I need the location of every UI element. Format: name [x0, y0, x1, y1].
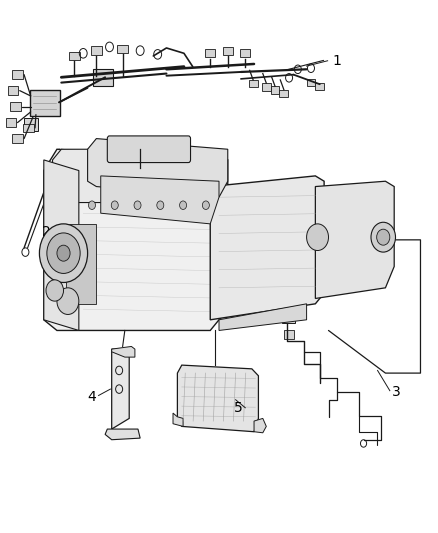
Polygon shape	[105, 429, 140, 440]
Polygon shape	[173, 413, 183, 426]
Circle shape	[57, 288, 79, 314]
FancyBboxPatch shape	[205, 49, 215, 57]
FancyBboxPatch shape	[240, 49, 250, 57]
FancyBboxPatch shape	[262, 83, 271, 91]
FancyBboxPatch shape	[91, 46, 102, 55]
Circle shape	[202, 201, 209, 209]
FancyBboxPatch shape	[223, 46, 233, 54]
FancyBboxPatch shape	[249, 80, 258, 87]
Polygon shape	[254, 418, 266, 433]
FancyBboxPatch shape	[30, 90, 60, 116]
Circle shape	[57, 245, 70, 261]
Polygon shape	[315, 181, 394, 298]
FancyBboxPatch shape	[24, 118, 38, 131]
FancyBboxPatch shape	[284, 330, 294, 339]
Polygon shape	[112, 349, 129, 429]
Circle shape	[39, 224, 88, 282]
Circle shape	[88, 201, 95, 209]
Text: 2: 2	[42, 225, 50, 239]
Circle shape	[157, 201, 164, 209]
Circle shape	[111, 201, 118, 209]
FancyBboxPatch shape	[12, 134, 23, 143]
Polygon shape	[210, 176, 324, 320]
Polygon shape	[177, 365, 258, 432]
Polygon shape	[44, 160, 79, 330]
Circle shape	[134, 201, 141, 209]
Polygon shape	[219, 304, 307, 330]
Text: 4: 4	[88, 390, 96, 404]
Circle shape	[180, 201, 187, 209]
Text: 5: 5	[234, 401, 243, 415]
FancyBboxPatch shape	[6, 118, 16, 127]
Polygon shape	[88, 139, 228, 197]
Polygon shape	[53, 149, 166, 203]
Circle shape	[371, 222, 396, 252]
FancyBboxPatch shape	[23, 124, 34, 132]
FancyBboxPatch shape	[279, 90, 288, 97]
Polygon shape	[101, 176, 219, 224]
Polygon shape	[44, 149, 228, 330]
FancyBboxPatch shape	[315, 83, 324, 90]
FancyBboxPatch shape	[117, 45, 128, 53]
FancyBboxPatch shape	[93, 69, 113, 86]
FancyBboxPatch shape	[10, 102, 21, 111]
FancyBboxPatch shape	[282, 312, 295, 323]
FancyBboxPatch shape	[107, 136, 191, 163]
FancyBboxPatch shape	[307, 79, 315, 86]
FancyBboxPatch shape	[271, 86, 279, 94]
FancyBboxPatch shape	[12, 70, 23, 79]
Circle shape	[47, 233, 80, 273]
Circle shape	[377, 229, 390, 245]
Text: 3: 3	[392, 385, 401, 399]
Polygon shape	[66, 224, 96, 304]
Text: 1: 1	[333, 54, 342, 68]
FancyBboxPatch shape	[69, 52, 80, 60]
Circle shape	[307, 224, 328, 251]
Circle shape	[46, 280, 64, 301]
Polygon shape	[112, 346, 135, 357]
FancyBboxPatch shape	[8, 86, 18, 95]
